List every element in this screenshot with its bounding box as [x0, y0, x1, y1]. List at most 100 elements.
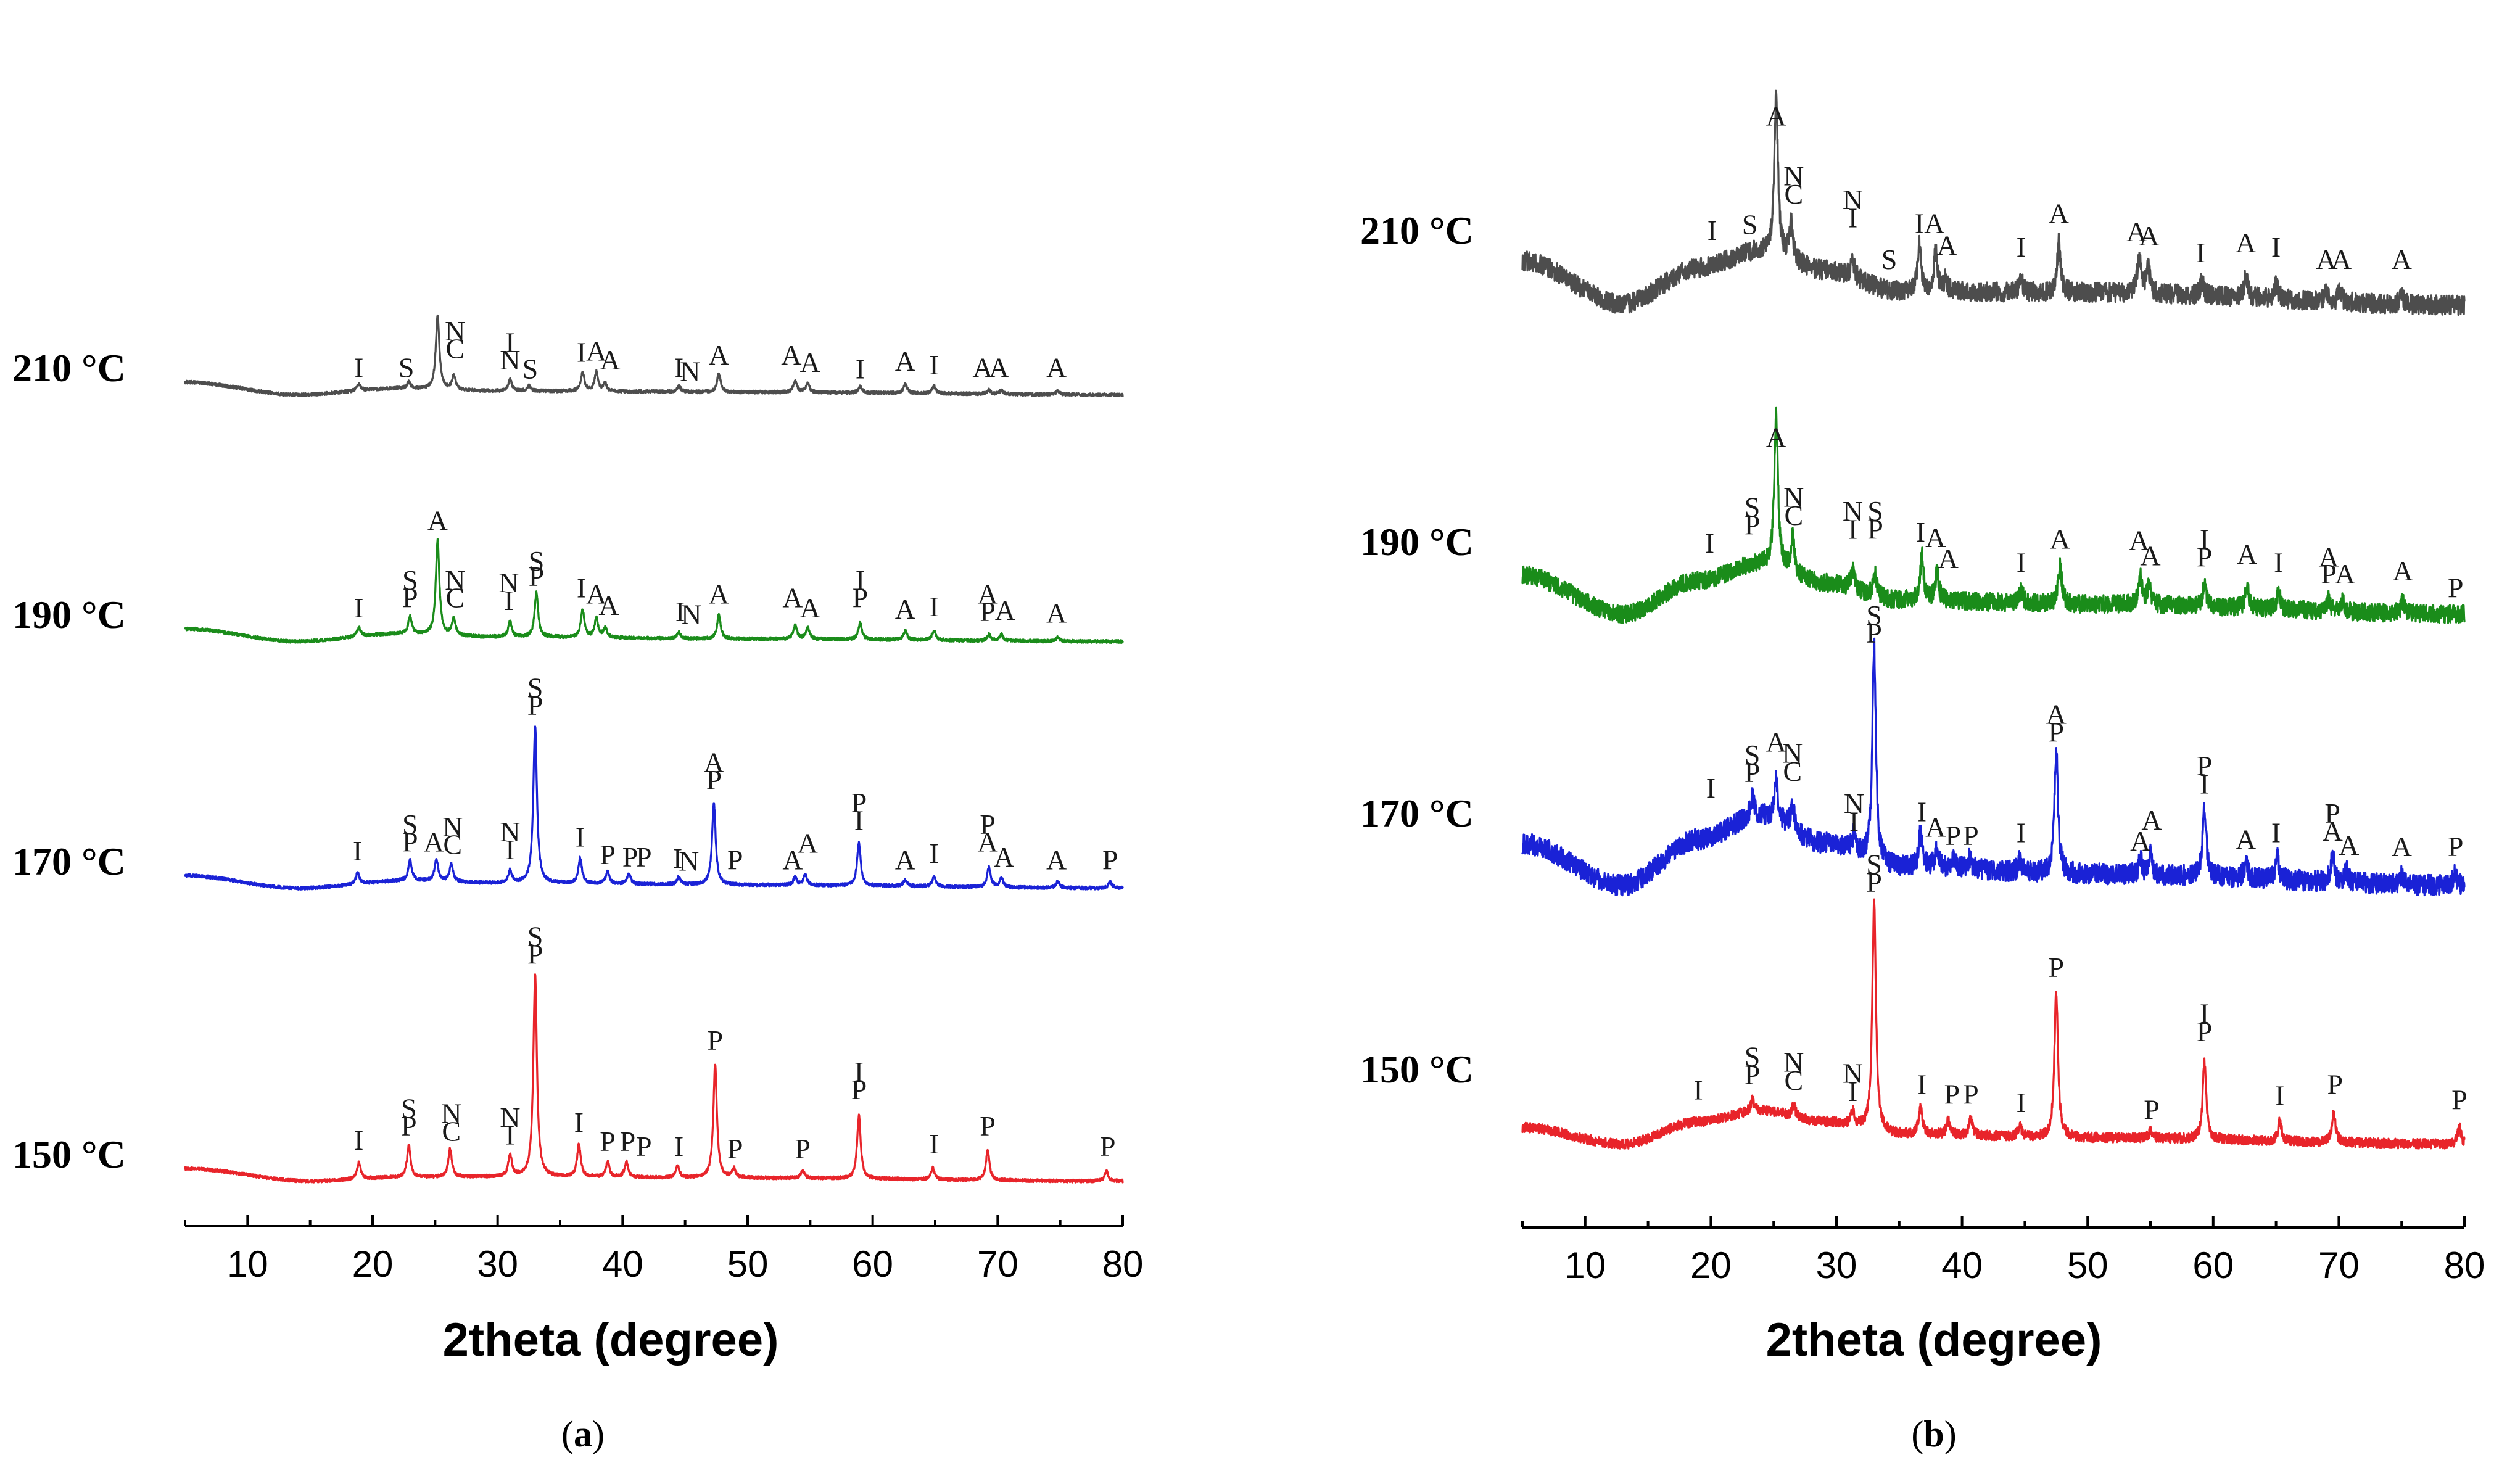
peak-label: I: [929, 591, 938, 622]
peak-label: A: [586, 579, 606, 610]
peak-label: A: [781, 339, 801, 371]
peak-label: N: [1782, 738, 1803, 769]
peak-label: A: [800, 347, 820, 378]
peak-label: P: [727, 844, 743, 875]
peak-label: S: [1742, 209, 1758, 241]
peak-label: N: [679, 845, 699, 876]
peak-label: S: [1866, 849, 1882, 880]
peak-label: P: [527, 690, 543, 721]
peak-label: P: [851, 1074, 867, 1105]
peak-label: A: [895, 844, 915, 875]
peak-label: N: [681, 598, 701, 630]
peak-label: A: [598, 590, 619, 621]
peak-label: A: [798, 828, 818, 859]
peak-label: I: [1848, 1076, 1857, 1107]
peak-label: P: [795, 1133, 811, 1165]
peak-label: I: [2200, 768, 2209, 799]
peak-label: C: [1784, 500, 1803, 531]
peak-label: C: [445, 333, 465, 365]
peak-label: P: [2197, 542, 2213, 573]
temperature-label: 190 °C: [12, 593, 126, 637]
x-tick-label: 30: [1816, 1245, 1857, 1286]
peak-label: A: [1766, 421, 1786, 453]
peak-label: P: [1102, 844, 1118, 875]
peak-label: A: [2393, 555, 2413, 587]
peak-label: I: [354, 592, 363, 624]
peak-label: A: [977, 579, 997, 610]
peak-label: P: [853, 582, 869, 614]
peak-label: P: [600, 1126, 616, 1157]
peak-label: I: [2271, 231, 2281, 263]
peak-label: S: [1745, 1041, 1761, 1072]
peak-label: P: [2049, 717, 2065, 748]
peak-label: P: [2197, 1016, 2213, 1047]
peak-label: I: [929, 1128, 938, 1160]
peak-label: A: [709, 579, 729, 610]
peak-label: P: [529, 561, 545, 592]
peak-label: A: [977, 827, 997, 858]
series-0-3: 210 °C I SNC IN SI AA INA AA I A I AA A: [12, 314, 1124, 397]
peak-label: I: [2271, 817, 2281, 848]
peak-label: A: [994, 841, 1014, 873]
peak-label: A: [424, 827, 444, 858]
peak-label: P: [1866, 617, 1882, 649]
peak-label: N: [500, 1102, 520, 1133]
peak-label: N: [445, 564, 465, 596]
peak-label: P: [1963, 820, 1979, 851]
peak-label: I: [1915, 208, 1924, 239]
peak-label: P: [2197, 750, 2213, 781]
peak-label: I: [1917, 796, 1927, 828]
peak-label: A: [972, 352, 993, 383]
x-tick-label: 60: [2192, 1245, 2234, 1286]
peak-label: A: [1766, 727, 1786, 758]
peak-label: A: [1046, 597, 1067, 629]
peak-label: A: [2323, 815, 2343, 847]
peak-label: P: [1745, 757, 1761, 788]
peak-label: P: [402, 827, 418, 858]
x-tick-label: 10: [227, 1243, 268, 1285]
peak-label: P: [2448, 831, 2464, 862]
peak-label: A: [2126, 216, 2147, 247]
x-tick-label: 20: [1690, 1245, 1732, 1286]
peak-label: S: [1867, 495, 1883, 527]
peak-label: A: [2129, 525, 2149, 556]
peak-label: N: [680, 356, 700, 387]
peak-label: N: [1783, 160, 1804, 192]
peak-label: P: [1944, 1079, 1960, 1110]
peak-label: I: [1848, 202, 1857, 233]
peak-label: I: [505, 834, 514, 865]
temperature-label: 170 °C: [1360, 791, 1474, 835]
peak-label: N: [498, 567, 519, 598]
peak-label: N: [1844, 788, 1864, 819]
peak-label: N: [1783, 1047, 1804, 1078]
x-tick-label: 50: [727, 1243, 769, 1285]
temperature-label: 210 °C: [12, 346, 126, 390]
peak-label: A: [895, 345, 915, 377]
peak-label: I: [354, 352, 363, 383]
peak-label: I: [505, 326, 514, 358]
x-tick-label: 80: [1102, 1243, 1144, 1285]
peak-label: N: [445, 315, 465, 347]
peak-label: A: [2316, 244, 2336, 275]
peak-label: I: [1705, 527, 1714, 559]
peak-label: S: [402, 564, 418, 596]
peak-label: P: [2448, 572, 2464, 603]
peak-label: P: [1100, 1131, 1116, 1162]
peak-label: A: [2046, 698, 2067, 730]
peak-label: A: [995, 595, 1015, 626]
peak-label: A: [2392, 244, 2412, 275]
peak-label: I: [2017, 1087, 2026, 1118]
peak-label: S: [401, 1093, 417, 1124]
peak-label: I: [1693, 1074, 1703, 1106]
peak-label: A: [704, 746, 724, 778]
peak-label: C: [445, 582, 465, 614]
peak-label: A: [2139, 220, 2159, 252]
trace-line: [1521, 406, 2466, 624]
caption-letter-b: b: [1923, 1414, 1944, 1454]
peak-label: P: [2144, 1094, 2160, 1125]
peak-label: I: [2017, 817, 2026, 848]
